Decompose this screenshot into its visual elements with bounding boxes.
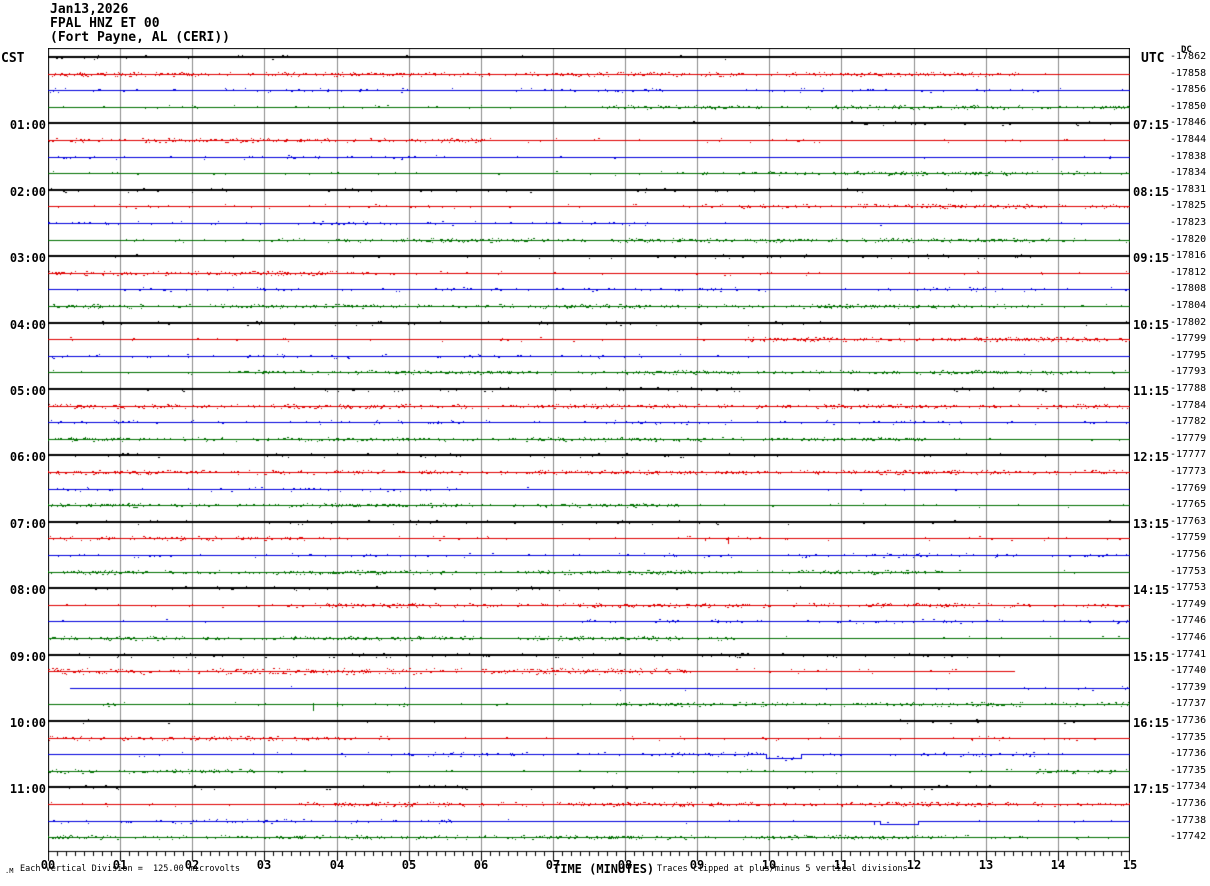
utc-hour-label: 13:15 <box>1133 517 1170 531</box>
utc-hour-label: 12:15 <box>1133 450 1170 464</box>
utc-hour-label: 11:15 <box>1133 384 1170 398</box>
dc-offset-value: -17749 <box>1170 599 1207 610</box>
dc-offset-value: -17856 <box>1170 84 1207 95</box>
dc-offset-value: -17799 <box>1170 333 1207 344</box>
dc-offset-value: -17779 <box>1170 433 1207 444</box>
dc-offset-value: -17740 <box>1170 665 1207 676</box>
dc-offset-value: -17769 <box>1170 483 1207 494</box>
dc-offset-value: -17793 <box>1170 366 1207 377</box>
utc-hour-label: 16:15 <box>1133 716 1170 730</box>
dc-offset-value: -17808 <box>1170 283 1207 294</box>
dc-offset-value: -17739 <box>1170 682 1207 693</box>
dc-offset-value: -17816 <box>1170 250 1207 261</box>
dc-offset-value: -17844 <box>1170 134 1207 145</box>
dc-offset-value: -17738 <box>1170 815 1207 826</box>
left-timezone-header: CST <box>1 51 25 66</box>
utc-hour-label: 10:15 <box>1133 318 1170 332</box>
dc-offset-value: -17788 <box>1170 383 1207 394</box>
dc-offset-value: -17756 <box>1170 549 1207 560</box>
cst-hour-label: 01:00 <box>9 118 46 132</box>
utc-hour-label: 15:15 <box>1133 650 1170 664</box>
dc-offset-value: -17825 <box>1170 200 1207 211</box>
title-date: Jan13,2026 <box>50 2 129 17</box>
dc-offset-value: -17736 <box>1170 748 1207 759</box>
dc-offset-value: -17735 <box>1170 765 1207 776</box>
dc-offset-value: -17795 <box>1170 350 1207 361</box>
right-timezone-header: UTC <box>1141 51 1165 66</box>
dc-offset-value: -17838 <box>1170 151 1207 162</box>
dc-offset-value: -17820 <box>1170 234 1207 245</box>
utc-hour-label: 07:15 <box>1133 118 1170 132</box>
cst-hour-label: 02:00 <box>9 185 46 199</box>
dc-offset-value: -17736 <box>1170 715 1207 726</box>
dc-offset-value: -17782 <box>1170 416 1207 427</box>
utc-hour-label: 09:15 <box>1133 251 1170 265</box>
dc-offset-value: -17737 <box>1170 698 1207 709</box>
dc-offset-value: -17759 <box>1170 532 1207 543</box>
plot-watermark: .M <box>5 867 14 875</box>
dc-offset-value: -17753 <box>1170 582 1207 593</box>
cst-hour-label: 11:00 <box>9 782 46 796</box>
cst-hour-label: 06:00 <box>9 450 46 464</box>
cst-hour-label: 10:00 <box>9 716 46 730</box>
dc-offset-value: -17773 <box>1170 466 1207 477</box>
dc-offset-value: -17784 <box>1170 400 1207 411</box>
dc-offset-value: -17831 <box>1170 184 1207 195</box>
dc-offset-value: -17858 <box>1170 68 1207 79</box>
dc-offset-value: -17846 <box>1170 117 1207 128</box>
dc-offset-value: -17834 <box>1170 167 1207 178</box>
clip-note: Traces clipped at plus/minus 5 vertical … <box>657 864 908 874</box>
cst-hour-label: 04:00 <box>9 318 46 332</box>
title-station: FPAL HNZ ET 00 <box>50 16 160 31</box>
cst-hour-label: 08:00 <box>9 583 46 597</box>
dc-offset-value: -17746 <box>1170 632 1207 643</box>
utc-hour-label: 17:15 <box>1133 782 1170 796</box>
dc-offset-value: -17753 <box>1170 566 1207 577</box>
dc-offset-value: -17765 <box>1170 499 1207 510</box>
dc-offset-value: -17802 <box>1170 317 1207 328</box>
dc-offset-value: -17741 <box>1170 649 1207 660</box>
dc-offset-value: -17746 <box>1170 615 1207 626</box>
dc-offset-value: -17823 <box>1170 217 1207 228</box>
dc-offset-value: -17804 <box>1170 300 1207 311</box>
dc-offset-value: -17850 <box>1170 101 1207 112</box>
x-axis-title: TIME (MINUTES) <box>553 862 655 876</box>
vertical-scale-note: Each Vertical Division = 125.00 microvol… <box>20 864 241 874</box>
cst-hour-label: 09:00 <box>9 650 46 664</box>
dc-offset-value: -17763 <box>1170 516 1207 527</box>
cst-hour-label: 03:00 <box>9 251 46 265</box>
dc-offset-value: -17812 <box>1170 267 1207 278</box>
dc-offset-value: -17736 <box>1170 798 1207 809</box>
dc-offset-header: DC <box>1181 45 1192 55</box>
dc-offset-value: -17742 <box>1170 831 1207 842</box>
helicorder-canvas <box>48 48 1130 864</box>
dc-offset-value: -17734 <box>1170 781 1207 792</box>
dc-offset-value: -17735 <box>1170 732 1207 743</box>
cst-hour-label: 05:00 <box>9 384 46 398</box>
cst-hour-label: 07:00 <box>9 517 46 531</box>
utc-hour-label: 08:15 <box>1133 185 1170 199</box>
title-location: (Fort Payne, AL (CERI)) <box>50 30 231 45</box>
dc-offset-value: -17777 <box>1170 449 1207 460</box>
utc-hour-label: 14:15 <box>1133 583 1170 597</box>
title-block: Jan13,2026 FPAL HNZ ET 00 (Fort Payne, A… <box>50 3 230 45</box>
